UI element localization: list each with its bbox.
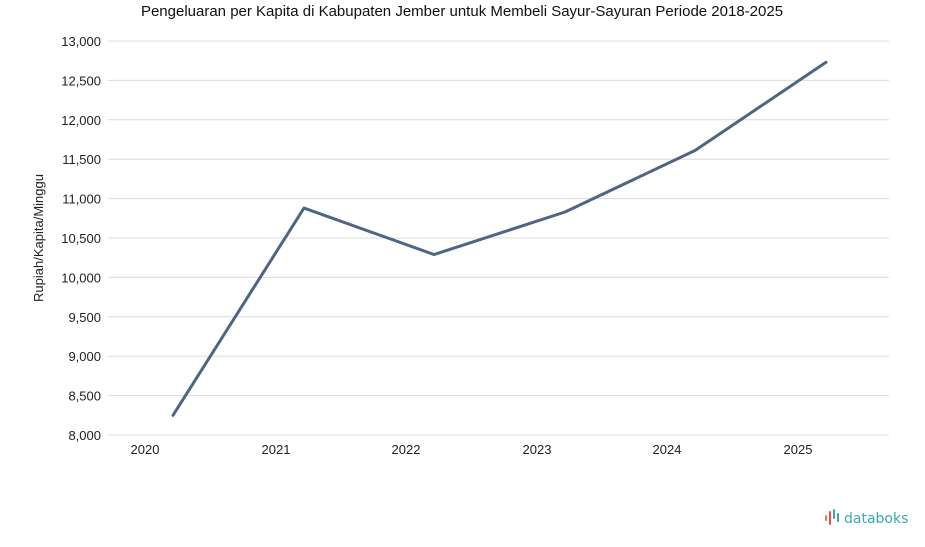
y-tick-label: 12,000 xyxy=(61,113,101,128)
x-tick-label: 2022 xyxy=(392,442,421,457)
logo-bar xyxy=(837,513,839,522)
y-tick-label: 12,500 xyxy=(61,73,101,88)
gridlines xyxy=(108,40,889,436)
databoks-wordmark: databoks xyxy=(844,511,908,527)
y-tick-label: 8,000 xyxy=(68,428,101,443)
x-tick-label: 2025 xyxy=(784,442,813,457)
y-tick-label: 10,500 xyxy=(61,231,101,246)
series-layer xyxy=(171,60,828,417)
y-tick-label: 8,500 xyxy=(68,389,101,404)
series-line xyxy=(171,60,828,417)
x-tick-label: 2024 xyxy=(653,442,682,457)
logo-bar xyxy=(833,509,835,519)
x-tick-label: 2023 xyxy=(523,442,552,457)
y-axis-label: Rupiah/Kapita/Minggu xyxy=(31,174,46,302)
databoks-logo[interactable]: databoks xyxy=(825,509,908,527)
y-tick-label: 11,500 xyxy=(62,152,101,167)
databoks-logo-icon xyxy=(825,509,839,525)
y-tick-label: 10,000 xyxy=(61,270,101,285)
y-tick-label: 9,000 xyxy=(68,349,101,364)
y-axis-ticks: 8,000 8,500 9,000 9,500 10,000 10,500 11,000 11… xyxy=(61,34,101,443)
y-tick-label: 9,500 xyxy=(68,310,101,325)
chart-title: Pengeluaran per Kapita di Kabupaten Jemb… xyxy=(141,3,783,20)
logo-bar xyxy=(829,511,831,525)
x-tick-label: 2020 xyxy=(131,442,160,457)
x-axis-ticks: 2020 2021 2022 2023 2024 2025 xyxy=(131,442,813,457)
logo-bar xyxy=(825,515,827,521)
x-tick-label: 2021 xyxy=(262,442,291,457)
y-tick-label: 11,000 xyxy=(62,192,101,207)
y-tick-label: 13,000 xyxy=(61,34,101,49)
